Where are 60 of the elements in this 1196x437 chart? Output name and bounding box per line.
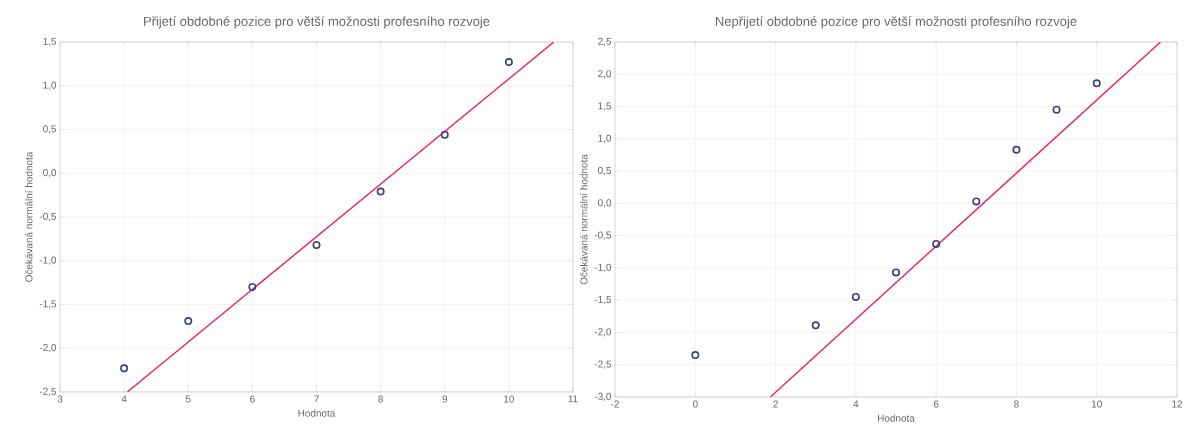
point (504, 58, 513, 67)
y-tick-label: -2,0 (594, 328, 612, 337)
x-tick-label: 10 (504, 395, 515, 403)
point (932, 240, 941, 249)
point (312, 240, 321, 249)
x-tick-label: -2 (611, 400, 619, 408)
x-tick-label: 5 (185, 395, 191, 403)
y-tick-label: -2,5 (594, 360, 612, 369)
y-tick-label: -1,5 (39, 300, 57, 309)
point (440, 130, 449, 139)
point (972, 197, 981, 206)
x-tick-label: 4 (853, 400, 859, 408)
y-tick-label: 1,5 (598, 102, 612, 111)
x-tick-label: 6 (933, 400, 939, 408)
y-tick-label: 2,5 (598, 37, 612, 47)
y-axis-title: Očekávaná normální hodnota (580, 154, 588, 285)
x-tick-label: 12 (1172, 400, 1183, 408)
y-tick-label: -2,5 (39, 387, 57, 397)
y-tick-label: 0,5 (43, 125, 57, 134)
y-tick-label: -0,5 (594, 231, 612, 240)
y-tick-label: -1,0 (594, 263, 612, 273)
x-tick-label: 2 (773, 400, 778, 408)
y-tick-label: 0,0 (43, 169, 57, 178)
y-tick-label: 0,0 (598, 199, 612, 208)
point (248, 282, 257, 291)
point (892, 268, 901, 277)
y-tick-label: 1,0 (43, 81, 57, 90)
x-axis-title: Hodnota (877, 414, 915, 422)
point (184, 317, 193, 326)
x-tick-label: 8 (378, 395, 383, 403)
point (851, 292, 860, 301)
point (691, 351, 700, 360)
y-tick-label: -0,5 (39, 212, 57, 222)
x-tick-label: 10 (1091, 400, 1102, 408)
point (1092, 79, 1101, 88)
x-axis-title: Hodnota (298, 409, 336, 417)
y-tick-label: 2,0 (598, 70, 612, 79)
y-tick-label: 0,5 (598, 166, 612, 176)
x-tick-label: 11 (568, 395, 578, 403)
x-tick-label: 4 (121, 395, 127, 403)
chart-title: Přijetí obdobné pozice pro větší možnosti profesního rozvoje (144, 16, 490, 29)
x-tick-label: 3 (57, 395, 63, 403)
x-tick-label: 0 (692, 400, 698, 408)
point (120, 364, 129, 373)
chart-title: Nepřijetí obdobné pozice pro větší možnosti profesního rozvoje (716, 16, 1077, 29)
point (376, 187, 385, 196)
x-tick-label: 7 (314, 395, 319, 403)
y-tick-label: 1,5 (43, 37, 57, 47)
y-tick-label: -3,0 (594, 392, 612, 402)
point (1012, 145, 1021, 154)
point (1052, 105, 1061, 114)
x-tick-label: 8 (1014, 400, 1019, 408)
point (811, 321, 820, 330)
y-tick-label: -1,5 (594, 296, 612, 305)
y-tick-label: -1,0 (39, 256, 57, 265)
y-axis-title: Očekávaná normální hodnota (25, 151, 33, 282)
x-tick-label: 9 (442, 395, 448, 403)
y-tick-label: -2,0 (39, 344, 57, 353)
y-tick-label: 1,0 (598, 134, 612, 143)
x-tick-label: 6 (250, 395, 255, 403)
